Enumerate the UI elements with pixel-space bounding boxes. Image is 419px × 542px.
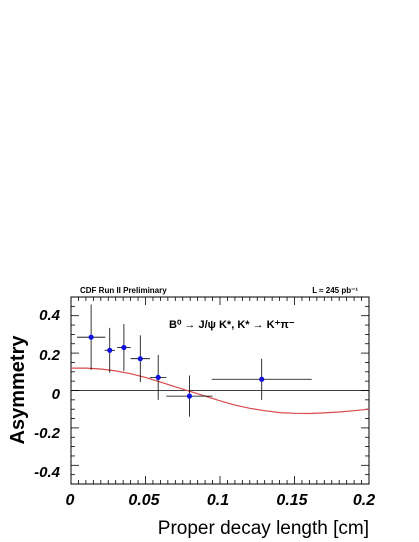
data-point	[155, 374, 161, 381]
data-point	[186, 393, 193, 399]
y-tick-label: -0.2	[34, 425, 61, 442]
y-tick-label: 0	[52, 386, 61, 403]
header-left: CDF Run II Preliminary	[80, 286, 167, 295]
data-point	[121, 344, 127, 351]
data-point	[137, 356, 143, 362]
y-axis-label: Asymmetry	[7, 335, 29, 445]
x-tick-label: 0.15	[276, 492, 308, 509]
ticks-layer	[70, 296, 370, 485]
x-axis-label: Proper decay length [cm]	[158, 518, 369, 539]
x-tick-label: 0.2	[353, 492, 375, 509]
x-tick-label: 0.1	[207, 492, 229, 509]
header-right: L ≈ 245 pb⁻¹	[312, 286, 358, 295]
fit-curve	[71, 367, 370, 415]
data-point	[107, 347, 113, 353]
y-tick-label: -0.4	[34, 464, 61, 481]
data-point	[259, 376, 265, 382]
process-annotation: B⁰ → J/ψ K*, K* → K⁺π⁻	[169, 319, 295, 331]
y-tick-label: 0.2	[39, 347, 61, 364]
x-tick-label: 0.05	[128, 492, 160, 509]
points-layer	[76, 304, 312, 417]
y-tick-label: 0.4	[39, 307, 61, 324]
x-tick-label: 0	[66, 492, 75, 509]
data-point	[88, 334, 94, 340]
